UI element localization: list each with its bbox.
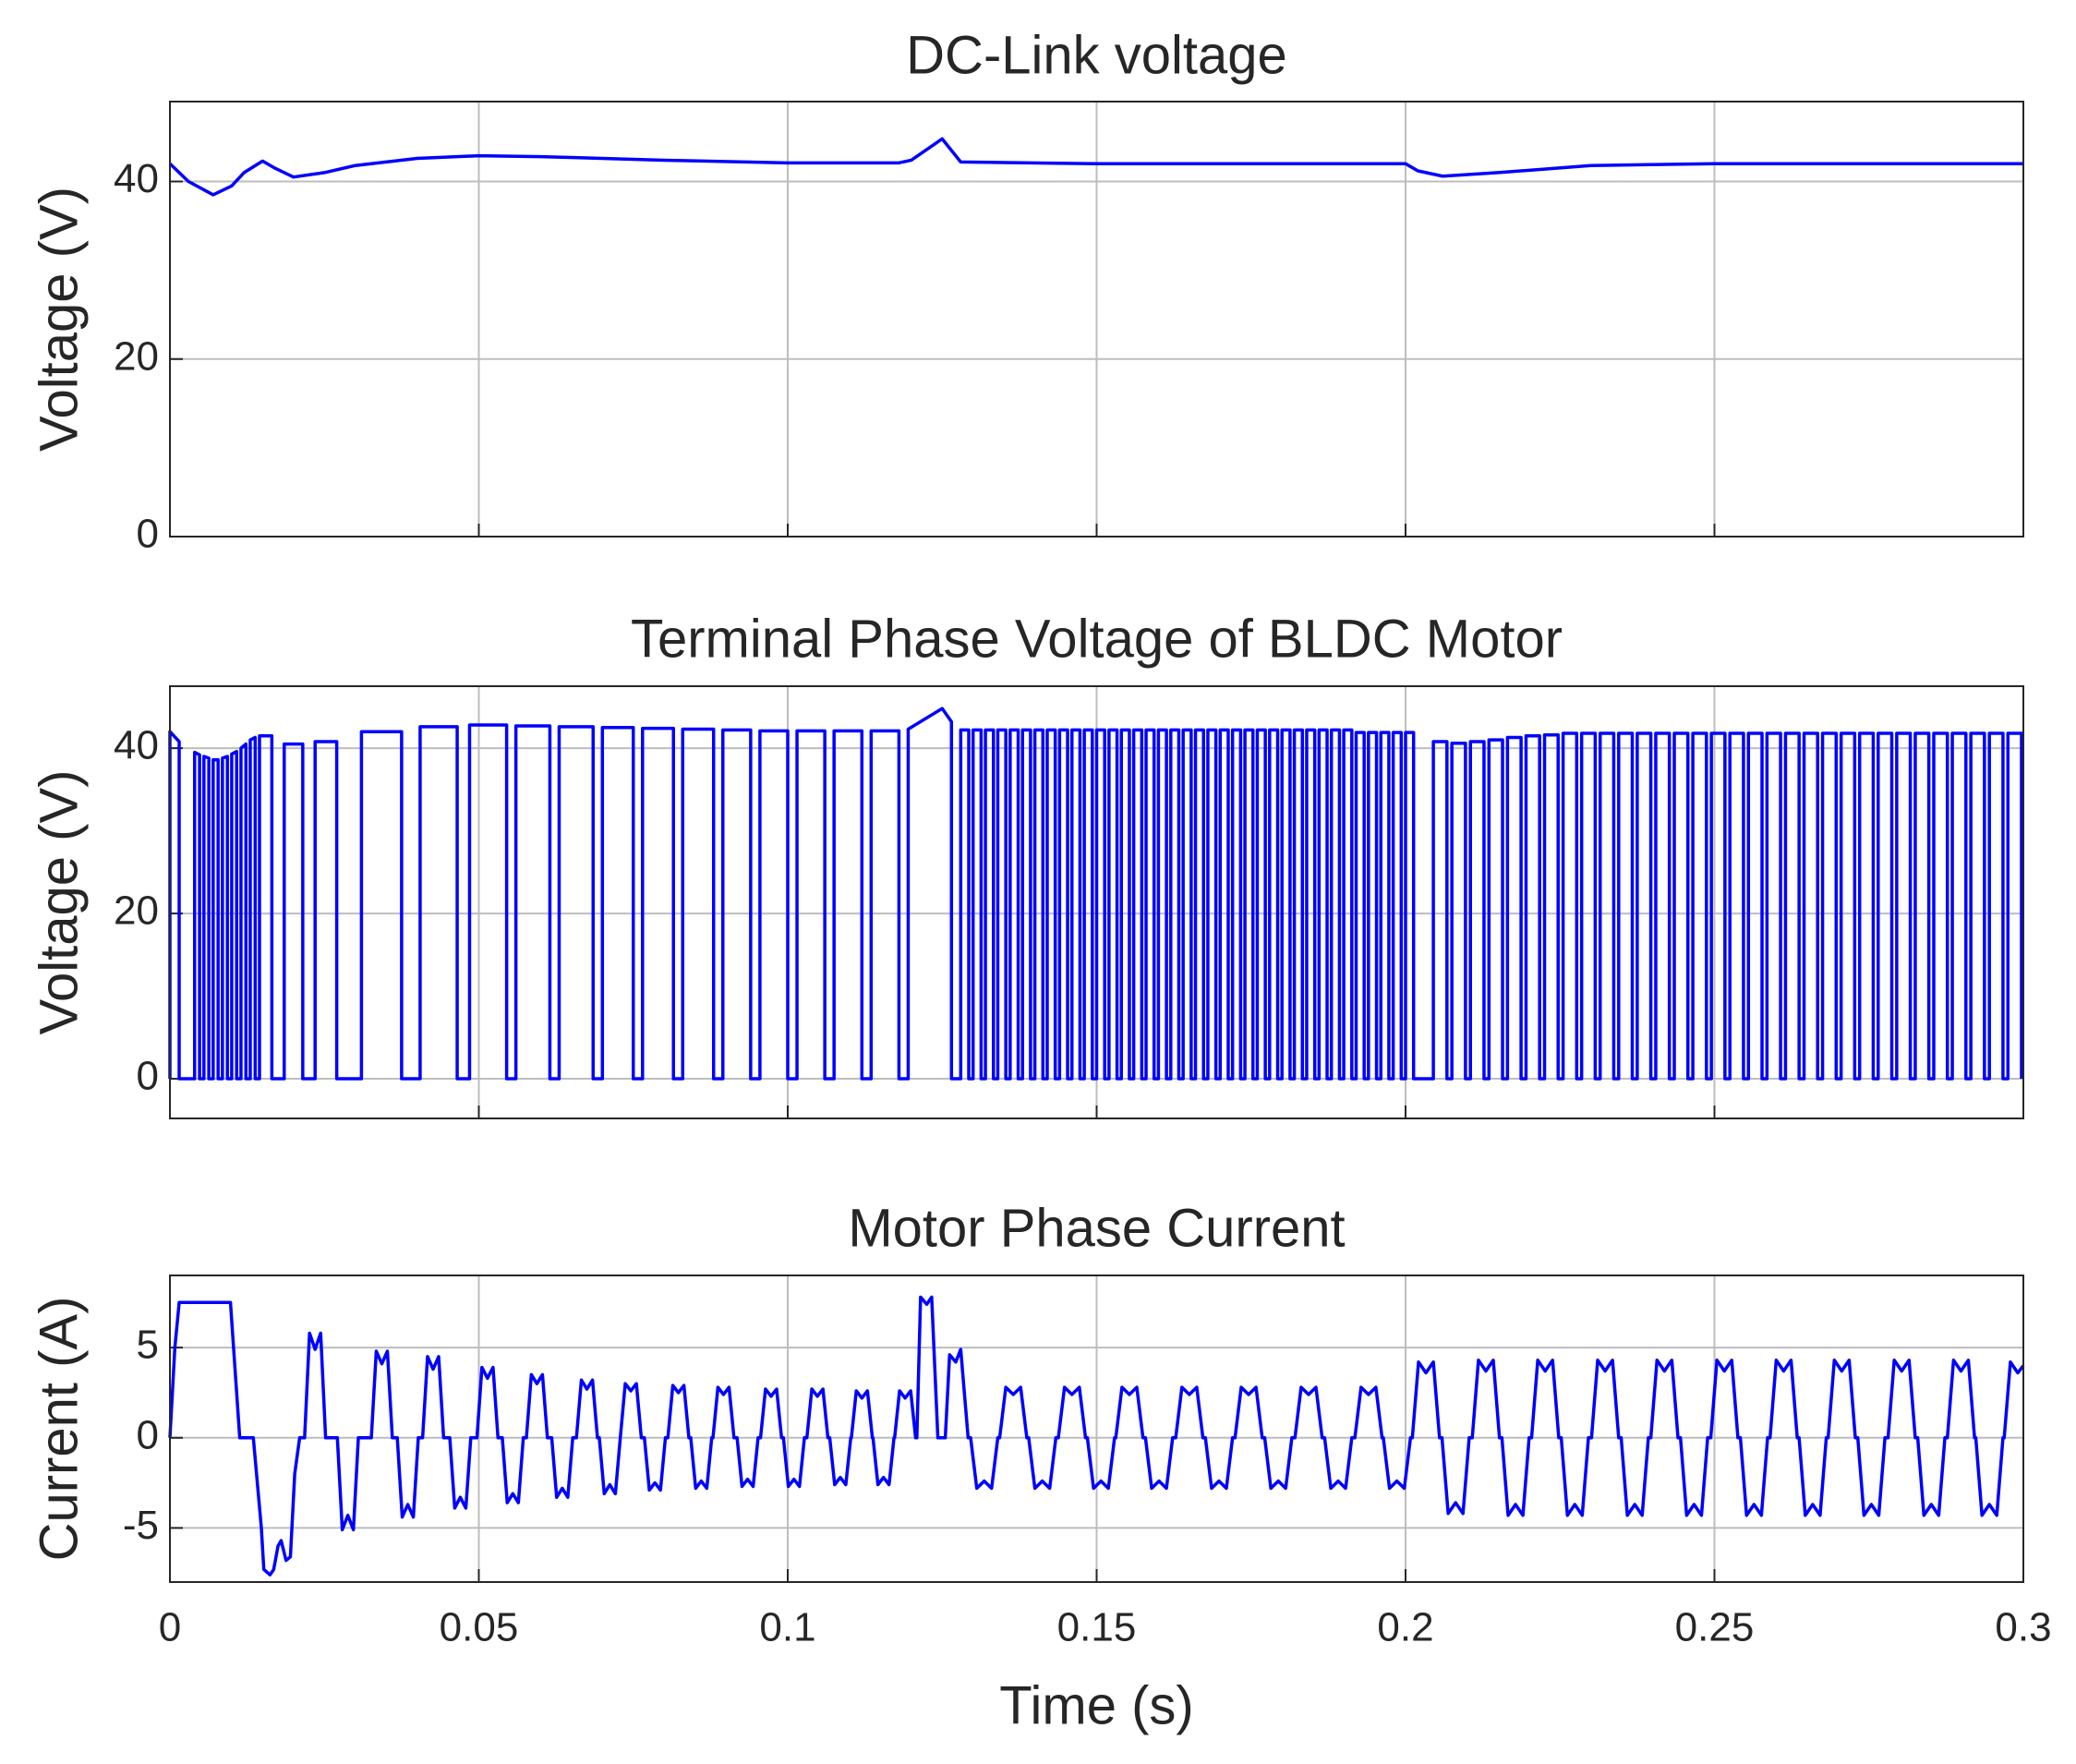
y-tick-label: 40 [114,156,159,201]
y-tick-label: -5 [123,1503,159,1548]
axes-box [169,1275,2024,1583]
x-tick-label: 0.25 [1675,1605,1755,1650]
x-tick-label: 0.1 [759,1605,815,1650]
y-axis-label: Current (A) [29,1297,89,1562]
y-tick-label: 0 [137,1412,159,1457]
y-tick-label: 40 [114,723,159,768]
data-line [168,707,2023,1081]
x-tick-label: 0.15 [1057,1605,1137,1650]
y-tick-label: 20 [114,888,159,934]
chart-title: DC-Link voltage [906,25,1287,85]
x-tick-label: 0.3 [1995,1605,2051,1650]
y-tick-label: 0 [137,1054,159,1099]
y-tick-label: 5 [137,1323,159,1368]
x-axis-label: Time (s) [999,1675,1193,1735]
x-tick-label: 0 [159,1605,181,1650]
axes-box [169,101,2024,538]
data-line [168,137,2023,197]
y-tick-label: 20 [114,333,159,379]
x-tick-label: 0.2 [1377,1605,1433,1650]
chart-title: Terminal Phase Voltage of BLDC Motor [631,609,1563,669]
axes-box [169,685,2024,1119]
x-tick-label: 0.05 [440,1605,519,1650]
y-axis-label: Voltage (V) [29,187,89,452]
data-line [168,1295,2025,1577]
y-axis-label: Voltage (V) [29,770,89,1035]
y-tick-label: 0 [137,512,159,557]
chart-title: Motor Phase Current [848,1198,1345,1258]
